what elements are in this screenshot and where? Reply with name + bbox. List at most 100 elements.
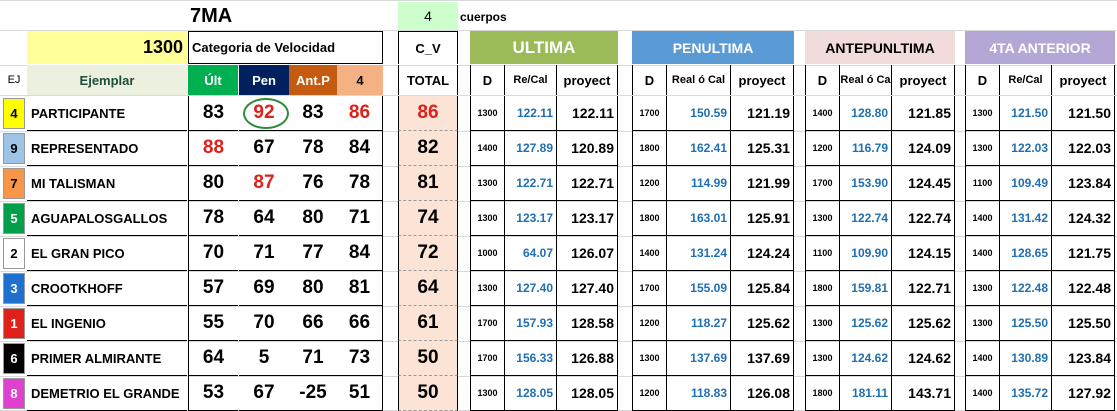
race-1-projection: 121.99 [731, 166, 794, 201]
score-ult: 78 [188, 201, 238, 236]
horse-name[interactable]: EL INGENIO [27, 306, 187, 341]
score-four: 51 [337, 376, 383, 411]
race-1-distance: 1200 [632, 166, 667, 201]
score-antp: 71 [289, 341, 337, 376]
score-total: 72 [398, 236, 458, 271]
race-0-time: 64.07 [505, 236, 557, 271]
score-total: 61 [398, 306, 458, 341]
score-total: 50 [398, 376, 458, 411]
race-1-time: 114.99 [667, 166, 731, 201]
section-1-d-header: D [632, 65, 667, 95]
race-0-time: 123.17 [505, 201, 557, 236]
race-0-projection: 127.40 [557, 271, 618, 306]
race-2-time: 159.81 [840, 271, 892, 306]
col-ejemplar: Ejemplar [27, 65, 187, 95]
race-2-time: 109.90 [840, 236, 892, 271]
horse-number: 5 [3, 203, 25, 234]
score-total: 74 [398, 201, 458, 236]
score-pen: 71 [239, 236, 289, 271]
race-2-distance: 1700 [805, 166, 840, 201]
horse-name[interactable]: PARTICIPANTE [27, 96, 187, 131]
race-1-projection: 126.08 [731, 376, 794, 411]
horse-name[interactable]: REPRESENTADO [27, 131, 187, 166]
race-2-projection: 122.71 [892, 271, 955, 306]
cuerpos-value[interactable]: 4 [398, 2, 458, 30]
race-0-projection: 122.11 [557, 96, 618, 131]
gridline [0, 271, 1117, 272]
gridline [0, 201, 1117, 202]
distance-value[interactable]: 1300 [27, 31, 187, 64]
race-3-time: 131.42 [1000, 201, 1052, 236]
race-0-time: 157.93 [505, 306, 557, 341]
gridline [0, 30, 1117, 31]
horse-name[interactable]: MI TALISMAN [27, 166, 187, 201]
horse-number: 4 [3, 98, 25, 129]
race-1-distance: 1200 [632, 306, 667, 341]
score-antp: 66 [289, 306, 337, 341]
race-3-projection: 121.50 [1052, 96, 1115, 131]
race-3-time: 125.50 [1000, 306, 1052, 341]
score-four: 86 [337, 96, 383, 131]
section-3-rc-header: Re/Cal [1000, 65, 1052, 95]
horse-number: 6 [3, 343, 25, 374]
horse-number: 9 [3, 133, 25, 164]
race-1-time: 150.59 [667, 96, 731, 131]
score-pen: 67 [239, 131, 289, 166]
race-3-projection: 123.84 [1052, 166, 1115, 201]
race-0-projection: 123.17 [557, 201, 618, 236]
score-ult: 64 [188, 341, 238, 376]
score-pen: 87 [239, 166, 289, 201]
horse-number: 7 [3, 168, 25, 199]
section-1-rc-header: Real ó Cal [667, 65, 731, 95]
race-2-projection: 124.09 [892, 131, 955, 166]
section-0-d-header: D [470, 65, 505, 95]
category-label: Categoria de Velocidad [188, 31, 383, 64]
race-1-projection: 125.84 [731, 271, 794, 306]
race-3-time: 122.03 [1000, 131, 1052, 166]
section-0-rc-header: Re/Cal [505, 65, 557, 95]
horse-name[interactable]: AGUAPALOSGALLOS [27, 201, 187, 236]
race-2-distance: 1200 [805, 131, 840, 166]
race-1-distance: 1200 [632, 376, 667, 411]
race-3-projection: 124.32 [1052, 201, 1115, 236]
score-ult: 53 [188, 376, 238, 411]
race-1-projection: 125.62 [731, 306, 794, 341]
race-3-projection: 127.92 [1052, 376, 1115, 411]
score-four: 84 [337, 236, 383, 271]
horse-name[interactable]: DEMETRIO EL GRANDE [27, 376, 187, 411]
race-0-distance: 1300 [470, 201, 505, 236]
race-1-time: 162.41 [667, 131, 731, 166]
horse-number: 8 [3, 378, 25, 409]
score-four: 84 [337, 131, 383, 166]
horse-number: 3 [3, 273, 25, 304]
horse-number: 1 [3, 308, 25, 339]
race-2-distance: 1800 [805, 271, 840, 306]
race-name: 7MA [190, 4, 233, 27]
race-3-distance: 1300 [965, 271, 1000, 306]
race-0-time: 127.40 [505, 271, 557, 306]
score-total: 64 [398, 271, 458, 306]
race-0-distance: 1300 [470, 96, 505, 131]
race-0-projection: 126.88 [557, 341, 618, 376]
race-1-distance: 1700 [632, 96, 667, 131]
race-3-projection: 123.84 [1052, 341, 1115, 376]
race-2-distance: 1400 [805, 96, 840, 131]
score-antp: 80 [289, 271, 337, 306]
score-ult: 88 [188, 131, 238, 166]
race-2-projection: 124.45 [892, 166, 955, 201]
score-four: 66 [337, 306, 383, 341]
race-0-time: 122.11 [505, 96, 557, 131]
horse-name[interactable]: CROOTKHOFF [27, 271, 187, 306]
race-2-projection: 125.62 [892, 306, 955, 341]
race-0-distance: 1700 [470, 306, 505, 341]
section-2-pr-header: proyect [892, 65, 955, 95]
gridline [0, 65, 1117, 66]
horse-name[interactable]: PRIMER ALMIRANTE [27, 341, 187, 376]
score-total: 50 [398, 341, 458, 376]
score-ult: 80 [188, 166, 238, 201]
score-antp: 80 [289, 201, 337, 236]
race-3-projection: 121.75 [1052, 236, 1115, 271]
section-header-3: 4TA ANTERIOR [965, 31, 1115, 64]
gridline [0, 376, 1117, 377]
horse-name[interactable]: EL GRAN PICO [27, 236, 187, 271]
